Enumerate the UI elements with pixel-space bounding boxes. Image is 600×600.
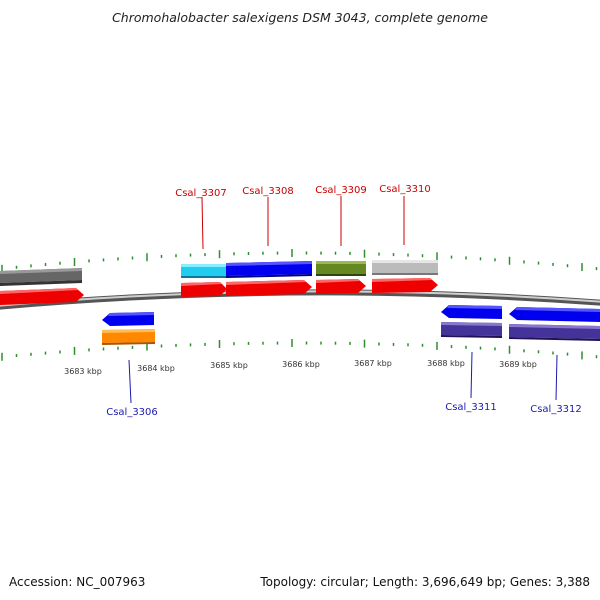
gene-label-Csal_3306[interactable]: Csal_3306 — [106, 407, 158, 418]
scale-label-3683: 3683 kbp — [64, 367, 102, 376]
gene-label-Csal_3311[interactable]: Csal_3311 — [445, 402, 497, 413]
scale-label-3684: 3684 kbp — [137, 364, 175, 373]
gene-Csal_3307-feature[interactable] — [181, 264, 226, 278]
leader-line-Csal_3312 — [555, 354, 558, 401]
gene-Csal_3310-cds[interactable] — [372, 278, 438, 293]
leader-line-Csal_3306 — [128, 359, 132, 404]
gene-label-Csal_3307[interactable]: Csal_3307 — [175, 188, 227, 199]
gene-Csal_3311-cds[interactable] — [441, 305, 502, 319]
left-partial-cds — [0, 288, 84, 305]
scale-label-3689: 3689 kbp — [499, 360, 537, 369]
map-title: Chromohalobacter salexigens DSM 3043, co… — [112, 10, 488, 25]
gene-Csal_3309-feature[interactable] — [316, 261, 366, 276]
gene-Csal_3310-feature[interactable] — [372, 260, 438, 275]
gene-Csal_3308-cds[interactable] — [226, 280, 312, 296]
scale-label-3687: 3687 kbp — [354, 359, 392, 368]
gene-Csal_3306-cds[interactable] — [102, 312, 154, 326]
gene-Csal_3312-cds[interactable] — [509, 307, 600, 322]
inner-tick-ring — [1, 339, 598, 361]
gene-label-Csal_3308[interactable]: Csal_3308 — [242, 186, 294, 197]
left-partial-feature — [0, 268, 82, 286]
outer-tick-ring — [1, 249, 598, 273]
gene-label-Csal_3309[interactable]: Csal_3309 — [315, 185, 367, 196]
gene-Csal_3312-feature[interactable] — [509, 324, 600, 341]
leader-line-Csal_3311 — [470, 351, 473, 399]
scale-label-3686: 3686 kbp — [282, 360, 320, 369]
accession-text: Accession: NC_007963 — [9, 575, 146, 589]
gene-label-Csal_3310[interactable]: Csal_3310 — [379, 184, 431, 195]
gene-Csal_3308-feature[interactable] — [226, 261, 312, 278]
leader-line-Csal_3307 — [201, 196, 204, 250]
scale-label-3688: 3688 kbp — [427, 359, 465, 368]
gene-Csal_3306-feature[interactable] — [102, 329, 155, 345]
topology-text: Topology: circular; Length: 3,696,649 bp… — [260, 575, 590, 589]
gene-Csal_3311-feature[interactable] — [441, 322, 502, 338]
gene-Csal_3307-cds[interactable] — [181, 282, 227, 297]
scale-label-3685: 3685 kbp — [210, 361, 248, 370]
gene-Csal_3309-cds[interactable] — [316, 279, 366, 294]
gene-label-Csal_3312[interactable]: Csal_3312 — [530, 404, 582, 415]
